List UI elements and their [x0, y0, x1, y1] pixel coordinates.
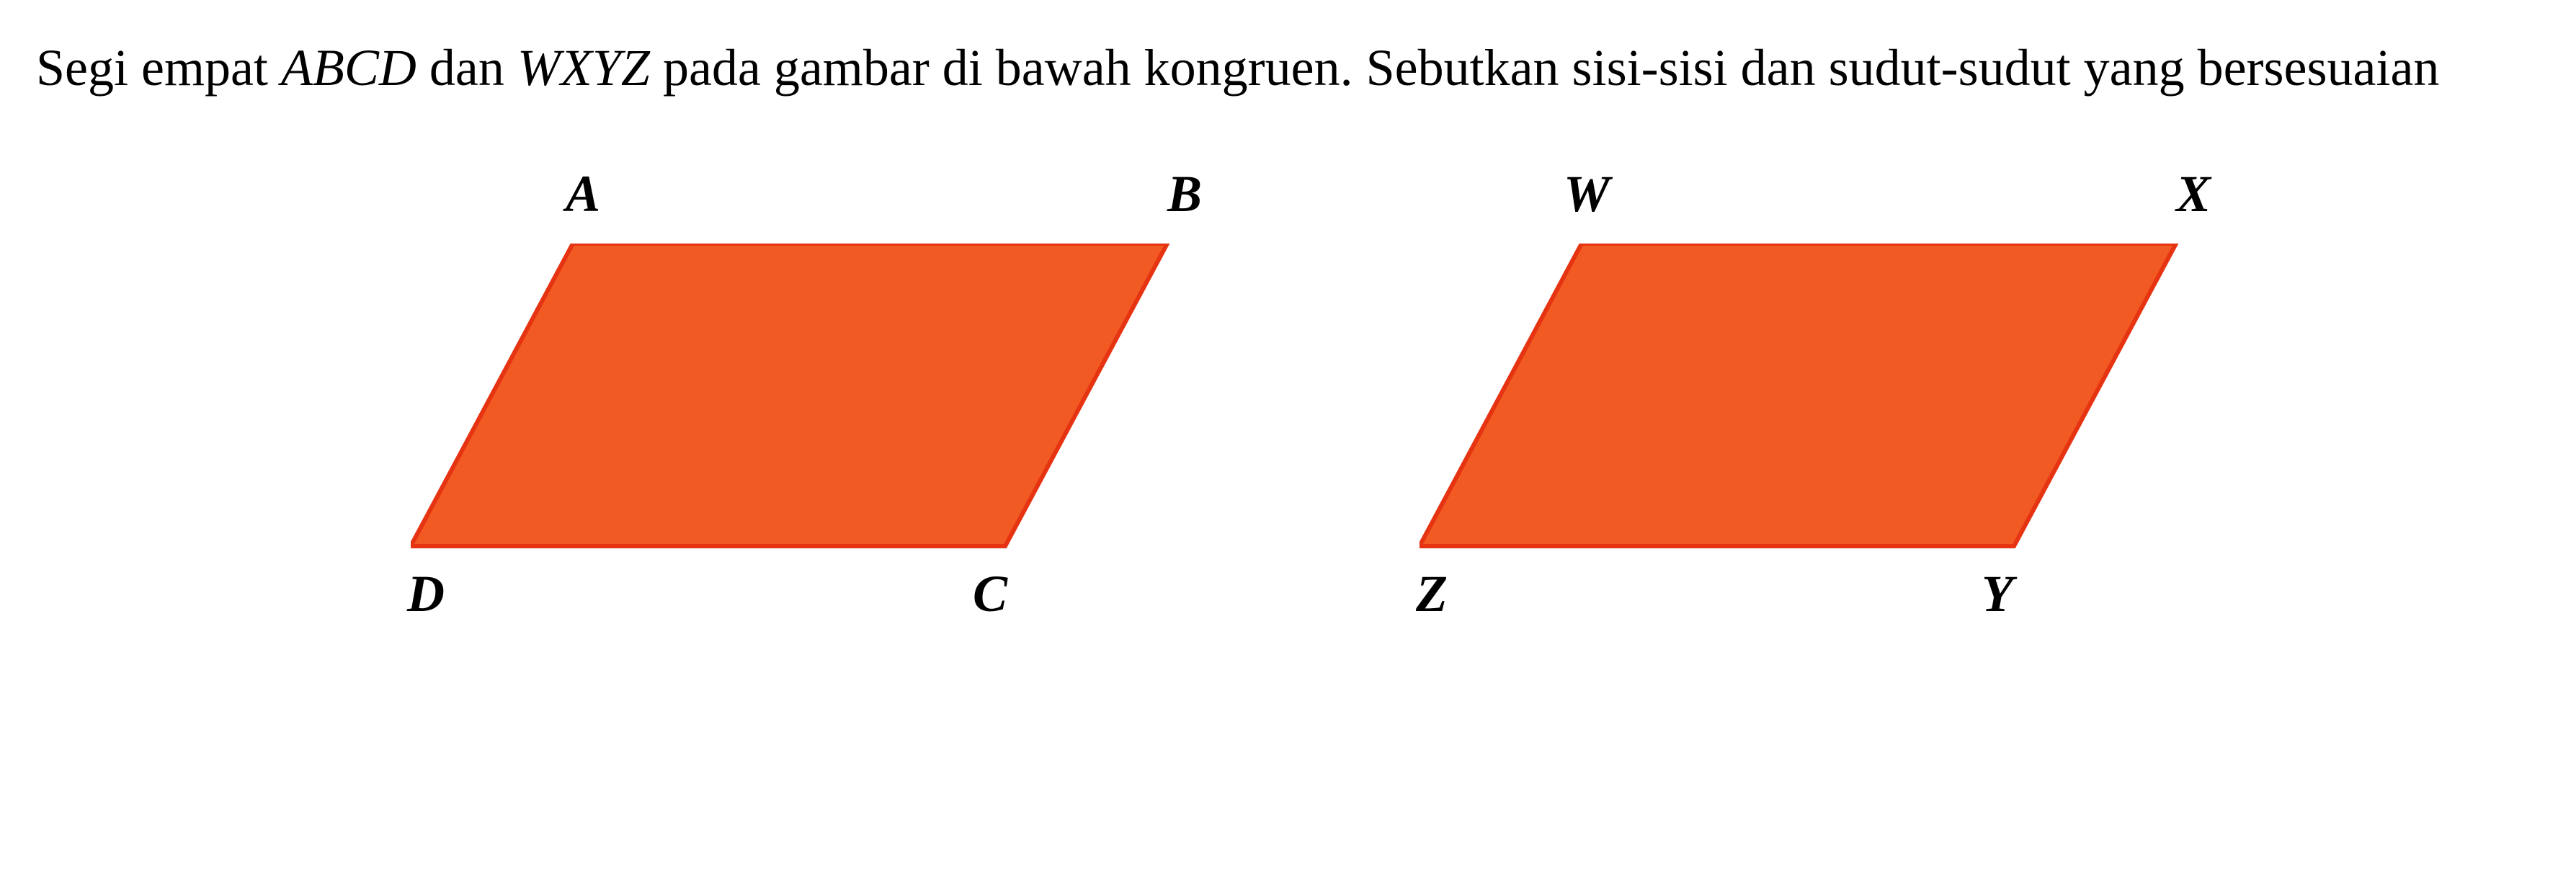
vertex-label-B: B: [1167, 164, 1202, 224]
shapes-container: A B D C W X Z Y: [36, 164, 2540, 669]
vertex-label-D: D: [407, 564, 445, 624]
question-part1: Segi empat: [36, 39, 281, 97]
question-part2: dan: [416, 39, 517, 97]
parallelogram-right: W X Z Y: [1420, 164, 2284, 669]
parallelogram-right-svg: [1420, 244, 2212, 553]
shape-name-2: WXYZ: [517, 39, 650, 97]
vertex-label-Y: Y: [1982, 564, 2013, 624]
shape-name-1: ABCD: [281, 39, 416, 97]
question-text: Segi empat ABCD dan WXYZ pada gambar di …: [36, 29, 2540, 107]
parallelogram-left: A B D C: [411, 164, 1275, 669]
vertex-label-C: C: [973, 564, 1007, 624]
parallelogram-left-svg: [411, 244, 1203, 553]
parallelogram-right-polygon: [1420, 244, 2176, 546]
vertex-label-Z: Z: [1416, 564, 1448, 624]
question-part3: pada gambar di bawah kongruen. Sebutkan …: [650, 39, 2439, 97]
vertex-label-W: W: [1564, 164, 1610, 224]
vertex-label-X: X: [2176, 164, 2211, 224]
parallelogram-left-polygon: [411, 244, 1167, 546]
vertex-label-A: A: [566, 164, 600, 224]
